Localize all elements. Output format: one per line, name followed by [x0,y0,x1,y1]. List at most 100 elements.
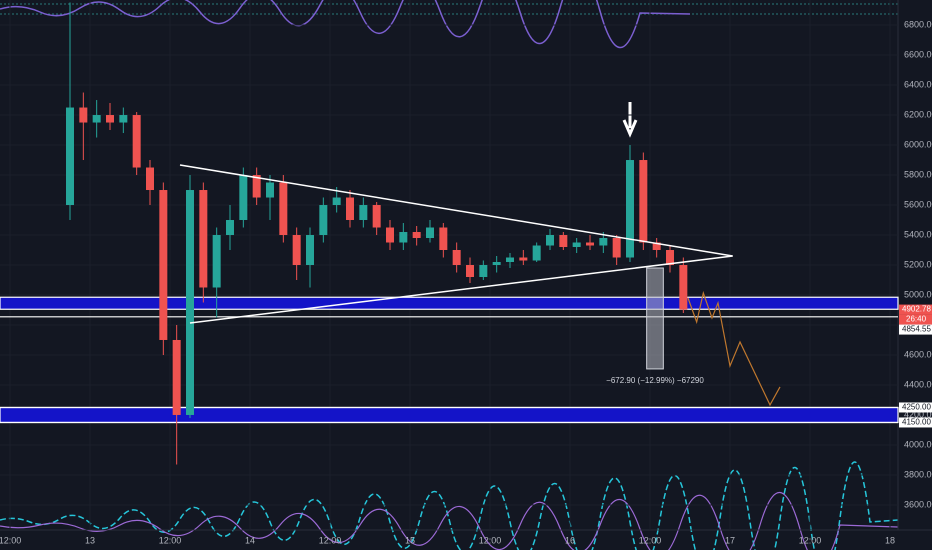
y-tick-label: 3600.00 [904,499,932,509]
price-tag: 4150.00 [899,417,932,428]
candle-body [92,115,101,123]
candle-body [159,190,168,340]
x-tick-label: 12:00 [159,535,182,545]
trend-line [189,255,733,324]
candle-body [546,235,554,246]
price-tag-label: 4250.00 [902,403,931,412]
candle-body [119,115,128,123]
candle-body [626,160,634,258]
y-tick-label: 5200.00 [904,259,932,269]
y-tick-label: 4400.00 [904,379,932,389]
candle-body [372,205,381,228]
x-tick-label: 12:00 [799,535,822,545]
measure-box [646,267,664,370]
candle-body [666,250,674,265]
indicator-line [0,0,691,49]
y-tick-label: 3800.00 [904,469,932,479]
candle-body [279,182,288,236]
countdown-bg [899,314,932,325]
price-tag-bg [899,324,932,335]
candle-body [639,160,648,243]
y-tick-label: 4200.00 [904,409,932,419]
candle-body [452,250,461,265]
y-tick-label: 6400.00 [904,79,932,89]
candle-body [346,197,354,221]
price-tag: 4250.00 [899,402,932,413]
candle-body [186,190,194,415]
y-tick-label: 6600.00 [904,49,932,59]
candle-body [679,265,688,310]
price-tag: 4854.55 [899,324,932,335]
x-tick-label: 18 [885,535,895,545]
y-tick-label: 6800.00 [904,19,932,29]
candle-body [266,182,274,198]
y-tick-label: 6200.00 [904,109,932,119]
candle-body [426,227,434,239]
candle-body [79,107,88,123]
candle-body [559,235,568,248]
candle-body [212,235,221,288]
candle-body [599,238,608,246]
candle-body [586,242,594,246]
top-indicator [0,0,898,49]
price-tag-label: 4150.00 [902,418,931,427]
price-tag-label: 4854.55 [902,325,931,334]
candle-body [359,205,368,221]
x-tick-label: 14 [245,535,255,545]
candle-body [399,232,408,243]
candle-body [172,339,181,415]
y-tick-label: 5000.00 [904,289,932,299]
candle-body [532,245,541,261]
candle-body [226,220,234,236]
x-tick-label: 12:00 [0,535,21,545]
candle-body [146,167,154,191]
candle-body [199,190,208,288]
candle-body [492,262,501,265]
zone [0,406,899,424]
candle-body [412,232,421,239]
candle-body [386,227,394,243]
x-tick-label: 12:00 [639,535,662,545]
y-tick-label: 6000.00 [904,139,932,149]
candle-body [106,115,114,123]
candle-body [332,197,341,206]
candle-body [252,175,261,198]
y-tick-label: 4600.00 [904,349,932,359]
candle-body [519,257,528,261]
candle-body [439,227,448,251]
candle-body [466,265,474,277]
bottom-indicator [0,461,899,550]
projection-line [687,290,781,407]
x-tick-label: 12:00 [319,535,342,545]
trend-line [179,164,733,257]
candle-body [306,235,314,265]
y-tick-label: 5400.00 [904,229,932,239]
countdown: 26:40 [906,315,927,324]
candle-body [612,238,621,258]
x-tick-label: 13 [85,535,95,545]
x-tick-label: 17 [725,535,735,545]
candle-body [652,242,661,251]
price-tag-label: 4902.78 [902,305,931,314]
candle-body [239,175,248,221]
price-tag-bg [899,417,932,428]
indicator-line [0,492,899,550]
x-tick-label: 12:00 [479,535,502,545]
plot: −672.90 (−12.99%) −67290 [0,2,899,465]
indicator-line [0,461,899,550]
x-tick-label: 15 [405,535,415,545]
y-tick-label: 5800.00 [904,169,932,179]
candle-body [572,242,581,248]
x-tick-label: 16 [565,535,575,545]
candle-body [292,235,301,265]
y-tick-label: 4000.00 [904,439,932,449]
price-tag-bg [899,304,932,315]
candle-body [132,115,141,168]
candle-body [479,265,488,277]
candle-body [506,257,514,263]
zone [0,296,899,310]
candle-body [66,107,74,206]
measure-label: −672.90 (−12.99%) −67290 [606,376,704,385]
